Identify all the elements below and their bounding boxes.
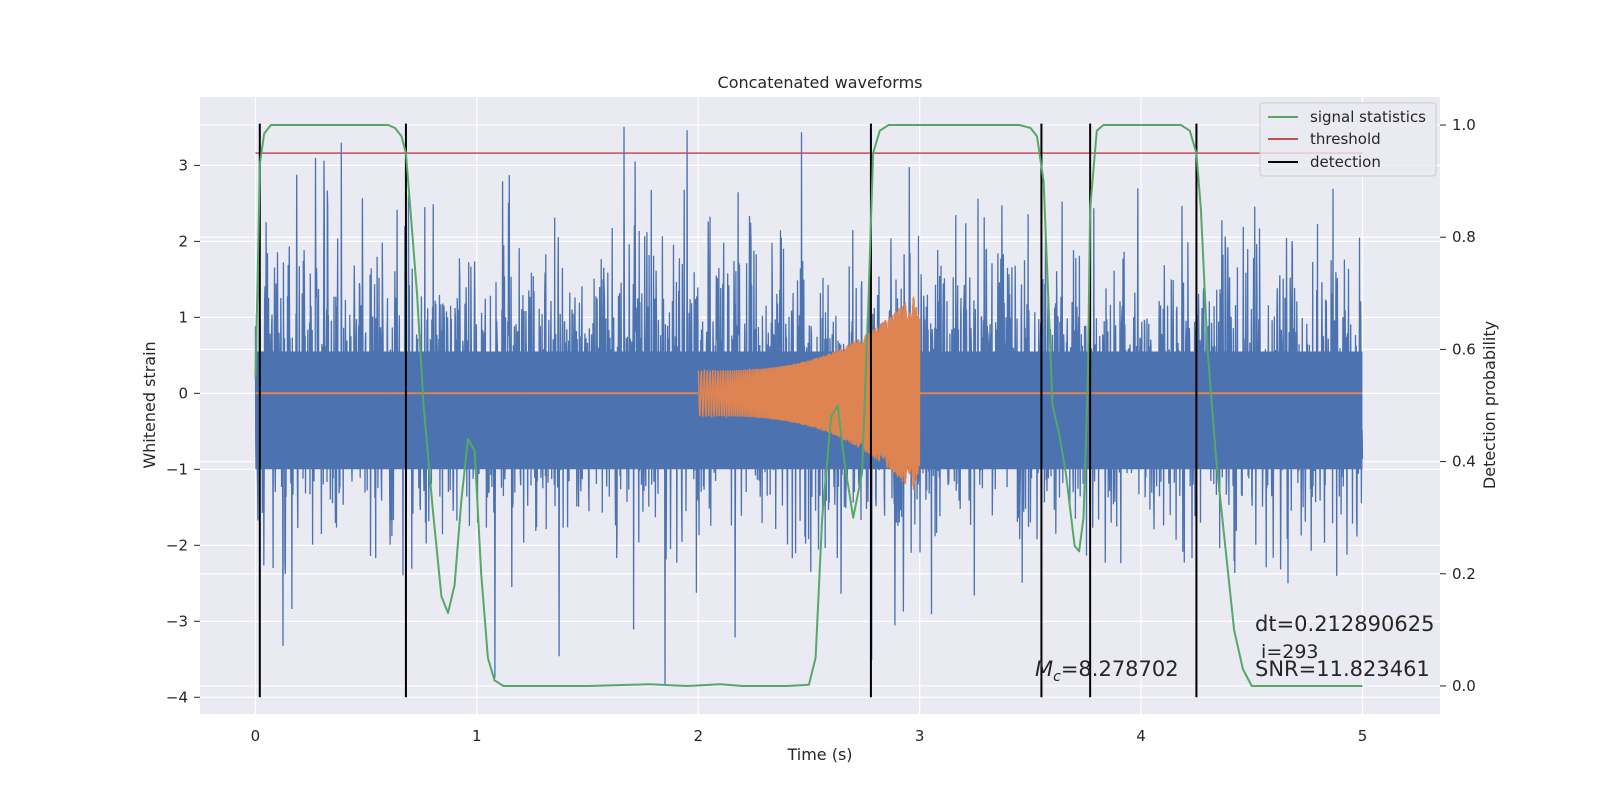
y-tick-label: −2 [166,536,188,554]
x-tick-label: 1 [472,727,482,745]
y-tick-label: 1 [178,308,188,326]
x-tick-label: 5 [1358,727,1368,745]
y2-tick-label: 0.0 [1452,677,1476,695]
y-tick-label: 0 [178,384,188,402]
y2-tick-label: 0.8 [1452,228,1476,246]
legend-box [1259,102,1437,177]
annotation-mc: Mc=8.278702 [1035,657,1179,685]
annotation-mc-value: =8.278702 [1061,657,1179,681]
legend: signal statistics threshold detection [1259,102,1437,177]
y2-tick-label: 0.4 [1452,453,1476,471]
annotation-snr: SNR=11.823461 [1255,657,1430,681]
y-tick-label: 3 [178,156,188,174]
y-axis-label: Whitened strain [140,341,159,468]
axes: 0 1 2 3 4 5 −4 −3 −2 −1 0 1 2 3 0.0 0.2 0.4 0.6 0.8 1.0 [166,116,1476,745]
y-tick-label: 2 [178,232,188,250]
legend-label-detection: detection [1310,153,1381,171]
y2-axis-label: Detection probability [1480,321,1499,489]
annotation-index: i=293 [1255,641,1319,663]
x-tick-label: 4 [1136,727,1146,745]
x-tick-label: 0 [251,727,261,745]
y-tick-label: −4 [166,688,188,706]
legend-label-signal-statistics: signal statistics [1310,108,1426,126]
annotations: dt=0.212890625 i=293 SNR=11.823461 Mc=8.… [1035,612,1434,685]
x-tick-label: 3 [915,727,925,745]
y2-tick-label: 0.6 [1452,340,1476,358]
x-axis-label: Time (s) [786,745,852,764]
x-tick-label: 2 [693,727,703,745]
template-chirp [697,296,921,490]
signal-statistics-series [254,124,1363,687]
annotation-dt: dt=0.212890625 [1255,612,1434,636]
data-layer [254,123,1364,698]
legend-label-threshold: threshold [1310,130,1381,148]
y2-tick-label: 0.2 [1452,565,1476,583]
y-tick-label: −3 [166,612,188,630]
y2-tick-label: 1.0 [1452,116,1476,134]
y-tick-label: −1 [166,460,188,478]
chart-title: Concatenated waveforms [718,73,923,92]
annotation-mc-subscript: c [1053,669,1061,685]
annotation-mc-symbol: M [1035,657,1053,681]
